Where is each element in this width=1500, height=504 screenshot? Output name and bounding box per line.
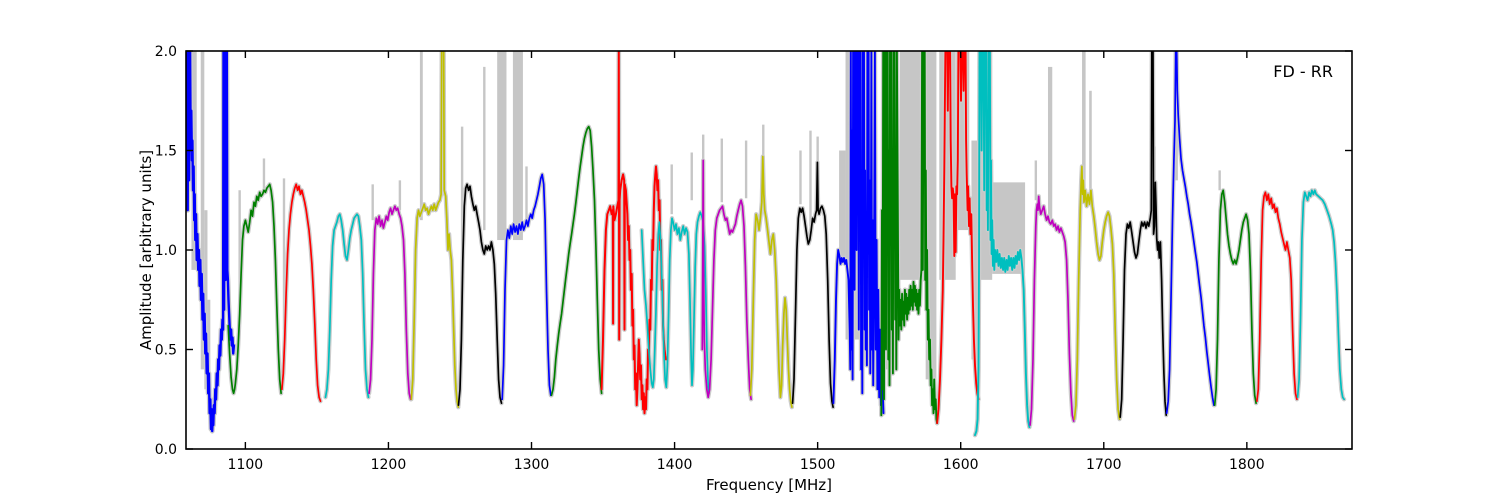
series-subband-19 [1029, 195, 1075, 426]
series-subband-13 [749, 155, 793, 409]
y-tick-label: 0.5 [155, 343, 177, 359]
x-tick-label: 1400 [657, 457, 693, 473]
series-subband-16 [880, 51, 939, 425]
raw-trace-subband-13 [748, 154, 795, 410]
x-tick-label: 1200 [371, 457, 407, 473]
series-subband-24 [1256, 191, 1298, 403]
rfi-gray-band [839, 150, 846, 260]
rfi-gray-band [200, 51, 205, 370]
y-tick-label: 1.5 [155, 144, 177, 160]
series-subband-22 [1165, 51, 1215, 415]
rfi-gray-band [1089, 90, 1092, 195]
raw-trace-subband-23 [1212, 188, 1259, 408]
series-subband-21 [1119, 51, 1168, 419]
series-subband-15 [832, 51, 885, 415]
rfi-gray-band [207, 299, 211, 400]
series-subband-04 [324, 213, 370, 399]
rfi-gray-band [925, 51, 937, 380]
series-subband-18 [974, 51, 1031, 437]
series-subband-11 [640, 211, 710, 395]
series-subband-25 [1296, 189, 1345, 401]
series-subband-14 [791, 161, 834, 409]
series-subband-10 [600, 51, 667, 415]
rfi-gray-band [204, 210, 208, 390]
raw-trace-subband-21 [1118, 51, 1169, 420]
rfi-gray-band [957, 51, 970, 231]
rfi-gray-band [419, 51, 423, 221]
series-subband-17 [936, 51, 980, 425]
series-subband-01 [186, 51, 236, 433]
series-subband-23 [1213, 189, 1257, 407]
ticks-layer [186, 50, 1352, 450]
y-axis-label: Amplitude [arbitrary units] [137, 150, 155, 350]
raw-trace-subband-12 [700, 158, 754, 402]
series-subband-05 [368, 205, 412, 401]
x-tick-label: 1100 [228, 457, 264, 473]
series-subband-02 [227, 183, 282, 395]
raw-trace-subband-19 [1027, 194, 1076, 428]
rfi-gray-band [1082, 51, 1086, 191]
raw-trace-layer [186, 51, 1347, 438]
series-subband-03 [281, 183, 322, 403]
axes-layer: 1100 1200 1300 1400 1500 1600 1700 1800 0.0 0.5 1.… [137, 44, 1353, 494]
rfi-gray-band [1047, 66, 1053, 221]
raw-trace-subband-06 [409, 51, 461, 410]
x-tick-label: 1500 [800, 457, 836, 473]
series-subband-06 [410, 51, 460, 409]
rfi-gray-band [497, 51, 507, 241]
raw-trace-subband-03 [279, 182, 323, 404]
y-tick-label: 2.0 [155, 44, 177, 60]
series-subband-20 [1073, 165, 1121, 420]
x-tick-label: 1600 [943, 457, 979, 473]
rfi-gray-band [971, 140, 978, 360]
x-axis-label: Frequency [MHz] [706, 476, 832, 494]
tick-labels-layer: 1100 1200 1300 1400 1500 1600 1700 1800 0.0 0.5 1.… [155, 44, 1265, 473]
y-tick-label: 1.0 [155, 243, 177, 259]
series-subband-08 [501, 173, 552, 401]
subband-series-layer [186, 51, 1345, 437]
corner-annotation: FD - RR [1273, 62, 1333, 81]
y-tick-label: 0.0 [155, 442, 177, 458]
x-tick-label: 1300 [514, 457, 550, 473]
series-subband-09 [550, 125, 603, 397]
rfi-gray-spikes-layer [238, 66, 1221, 350]
rfi-gray-band [512, 51, 523, 241]
series-subband-07 [457, 183, 503, 407]
series-subband-12 [701, 159, 752, 401]
raw-trace-subband-09 [549, 124, 604, 398]
x-tick-label: 1800 [1229, 457, 1265, 473]
x-tick-label: 1700 [1086, 457, 1122, 473]
